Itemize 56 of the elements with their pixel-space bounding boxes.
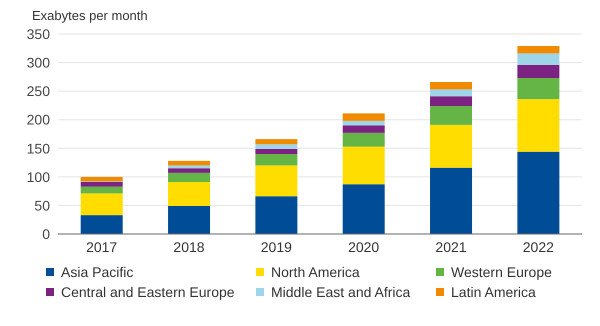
bar — [255, 148, 298, 154]
bar — [255, 154, 298, 166]
bar — [255, 196, 298, 234]
y-tick-label: 250 — [26, 83, 50, 100]
bar — [80, 176, 123, 182]
bar — [517, 152, 560, 234]
y-tick-label: 100 — [26, 168, 50, 185]
x-tick-label: 2022 — [522, 238, 554, 255]
bar — [430, 96, 472, 106]
bar — [430, 168, 472, 234]
bar — [517, 99, 560, 152]
y-axis-title: Exabytes per month — [31, 8, 149, 25]
bar — [517, 64, 560, 78]
bar — [517, 53, 560, 65]
legend-label: Western Europe — [451, 264, 552, 280]
bar — [168, 182, 210, 206]
bar — [80, 193, 123, 216]
bar — [430, 124, 472, 168]
y-tick-label: 50 — [34, 197, 50, 214]
bar — [342, 146, 385, 184]
y-tick-label: 150 — [26, 140, 50, 156]
legend-label: Asia Pacific — [61, 264, 134, 280]
bar — [517, 46, 560, 54]
x-tick-label: 2020 — [348, 238, 380, 255]
bar — [168, 160, 210, 166]
legend-label: Middle East and Africa — [271, 284, 410, 300]
legend-label: North America — [271, 264, 360, 280]
bar — [430, 106, 472, 125]
bar — [342, 125, 385, 133]
x-tick-label: 2017 — [86, 238, 118, 255]
x-tick-label: 2019 — [260, 238, 292, 255]
y-tick-label: 200 — [26, 112, 50, 128]
bar — [342, 113, 385, 121]
bar — [168, 206, 210, 234]
bar — [430, 89, 472, 96]
y-tick-label: 350 — [26, 26, 50, 42]
bar — [342, 184, 385, 234]
y-tick-label: 0 — [42, 226, 50, 242]
legend-label: Latin America — [451, 284, 536, 300]
bar — [168, 172, 210, 182]
bar — [517, 78, 560, 100]
bar — [168, 168, 210, 173]
bar — [80, 182, 123, 187]
bar — [430, 82, 472, 90]
bar — [255, 165, 298, 196]
bar — [255, 144, 298, 149]
bar — [80, 215, 123, 234]
bar — [80, 186, 123, 194]
bar — [168, 165, 210, 168]
bar — [255, 139, 298, 144]
x-tick-label: 2021 — [435, 238, 467, 255]
bar — [342, 120, 385, 126]
bar — [342, 132, 385, 147]
y-tick-label: 300 — [26, 54, 50, 71]
x-tick-label: 2018 — [173, 238, 205, 255]
legend-label: Central and Eastern Europe — [61, 284, 235, 300]
